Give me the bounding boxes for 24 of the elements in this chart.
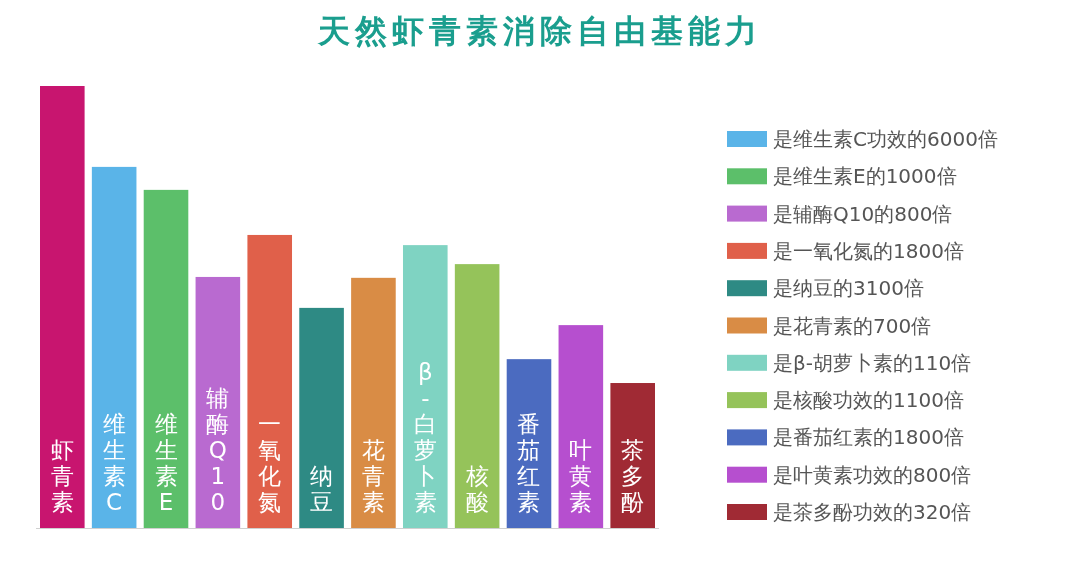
x-tick-label: 纳豆	[310, 463, 334, 515]
x-tick-label: 花青素	[361, 437, 385, 515]
legend-label: 是一氧化氮的1800倍	[773, 238, 964, 263]
x-tick-label: 一氧化氮	[258, 411, 282, 515]
legend-label: 是番茄红素的1800倍	[773, 425, 964, 450]
legend-label: 是花青素的700倍	[773, 313, 932, 338]
x-tick-label: 叶黄素	[569, 437, 593, 515]
legend-label: 是维生素C功效的6000倍	[773, 127, 998, 151]
x-tick-label: 核酸	[464, 463, 489, 515]
x-tick-label: 茶多酚	[621, 437, 645, 515]
x-tick-label: 番茄红素	[517, 411, 541, 515]
x-tick-label: β-白萝卜素	[413, 359, 437, 515]
legend-label: 是叶黄素功效的800倍	[773, 462, 972, 487]
legend-label: 是茶多酚功效的320倍	[773, 500, 972, 524]
legend-label: 是维生素E的1000倍	[773, 164, 957, 189]
legend-label: 是β-胡萝卜素的110倍	[773, 350, 972, 375]
x-tick-label: 维生素E	[154, 411, 178, 515]
chart-title: 天然虾青素消除自由基能力	[317, 12, 762, 50]
legend-label: 是核酸功效的1100倍	[773, 388, 964, 413]
x-tick-label: 虾青素	[50, 437, 74, 515]
x-tick-label: 维生素C	[102, 411, 126, 515]
x-tick-label: 辅酶Q10	[206, 385, 230, 515]
legend-label: 是纳豆的3100倍	[773, 276, 924, 301]
legend-label: 是辅酶Q10的800倍	[773, 201, 953, 226]
